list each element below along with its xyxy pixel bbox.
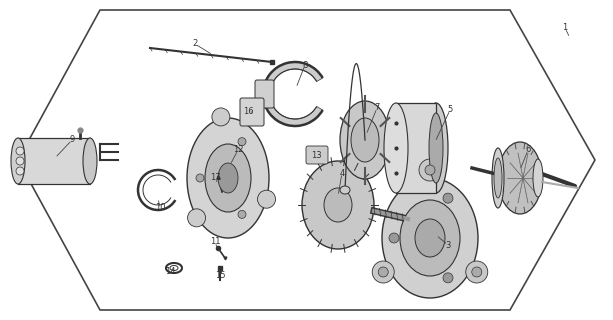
Text: 2: 2 (192, 39, 197, 49)
Text: 14: 14 (165, 268, 175, 276)
Circle shape (16, 167, 24, 175)
Text: 1: 1 (562, 23, 568, 33)
FancyBboxPatch shape (240, 98, 264, 126)
Text: 17: 17 (210, 173, 220, 182)
Ellipse shape (419, 159, 441, 181)
Text: 8: 8 (302, 60, 308, 69)
Ellipse shape (257, 190, 275, 208)
Text: 10: 10 (154, 204, 166, 212)
Circle shape (443, 193, 453, 203)
Circle shape (238, 138, 246, 146)
Bar (18, 138, 90, 184)
Ellipse shape (466, 261, 488, 283)
Ellipse shape (205, 144, 251, 212)
Text: 16: 16 (243, 108, 253, 116)
Ellipse shape (400, 200, 460, 276)
Circle shape (16, 147, 24, 155)
Ellipse shape (340, 101, 390, 179)
Text: 3: 3 (445, 241, 451, 250)
Ellipse shape (351, 118, 379, 162)
Ellipse shape (218, 163, 238, 193)
Text: 5: 5 (447, 106, 452, 115)
Circle shape (389, 233, 399, 243)
Text: 9: 9 (69, 135, 75, 145)
FancyBboxPatch shape (306, 146, 328, 164)
Ellipse shape (302, 161, 374, 249)
Ellipse shape (372, 261, 394, 283)
Ellipse shape (382, 178, 478, 298)
Text: 7: 7 (375, 103, 379, 113)
Ellipse shape (424, 103, 448, 193)
FancyBboxPatch shape (255, 80, 274, 108)
Circle shape (425, 165, 435, 175)
Text: 12: 12 (233, 146, 243, 155)
Text: 4: 4 (340, 169, 345, 178)
Circle shape (16, 157, 24, 165)
Ellipse shape (384, 103, 408, 193)
Circle shape (238, 210, 246, 218)
Ellipse shape (188, 209, 205, 227)
Circle shape (378, 267, 388, 277)
Circle shape (472, 267, 482, 277)
Text: 15: 15 (215, 271, 225, 281)
Ellipse shape (212, 108, 230, 126)
Ellipse shape (429, 113, 443, 183)
Ellipse shape (498, 142, 542, 214)
Ellipse shape (340, 186, 350, 194)
Wedge shape (263, 62, 322, 126)
Text: 11: 11 (210, 237, 220, 246)
Circle shape (443, 273, 453, 283)
Text: 13: 13 (311, 150, 321, 159)
Ellipse shape (11, 138, 25, 184)
Circle shape (196, 174, 204, 182)
Ellipse shape (492, 148, 504, 208)
Ellipse shape (533, 159, 543, 197)
Ellipse shape (494, 158, 502, 198)
Text: 6: 6 (525, 146, 531, 155)
Bar (396, 103, 436, 193)
Ellipse shape (83, 138, 97, 184)
Ellipse shape (187, 118, 269, 238)
Ellipse shape (415, 219, 445, 257)
Ellipse shape (324, 188, 352, 222)
